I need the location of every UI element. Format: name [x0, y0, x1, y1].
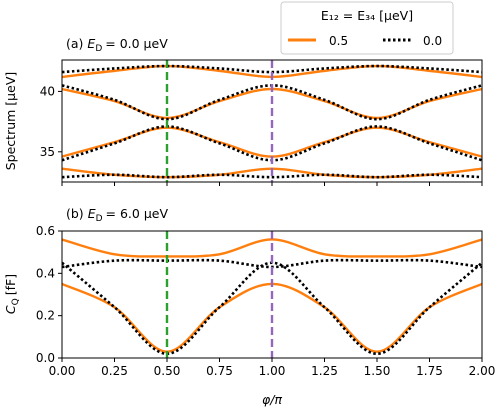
panel-b-plot-area — [62, 231, 482, 358]
panel-b-ytick-label-2: 0.4 — [36, 266, 55, 280]
panel-b-ytick-label-3: 0.6 — [36, 224, 55, 238]
panel-b-ylabel: CQ[fF] — [3, 274, 21, 314]
xtick-label-5: 1.25 — [311, 364, 338, 378]
xtick-label-3: 0.75 — [206, 364, 233, 378]
panel-a: 35 40 (a) ED = 0.0 μeV Spectrum [μeV] — [3, 36, 483, 186]
panel-a-y-ticks: 35 40 — [40, 84, 62, 159]
panel-a-series-e05-1 — [62, 126, 482, 158]
panel-b: 0.0 0.2 0.4 0.6 0.00 0.25 0.50 0.75 1.00 1.25 1.5… — [3, 206, 495, 407]
x-axis-label: φ/π — [262, 392, 282, 407]
panel-a-series-e00-4 — [62, 173, 482, 179]
panel-b-series-e05-0 — [62, 238, 482, 258]
xtick-label-6: 1.50 — [364, 364, 391, 378]
panel-a-ylabel: Spectrum [μeV] — [3, 72, 18, 171]
panel-a-x-ticks — [61, 182, 483, 186]
legend: E₁₂ = E₃₄ [μeV] 0.5 0.0 — [280, 1, 454, 55]
panel-b-ytick-label-0: 0.0 — [36, 351, 55, 365]
panel-a-ytick-label-0: 35 — [40, 145, 55, 159]
xtick-label-2: 0.50 — [154, 364, 181, 378]
panel-a-ytick-label-1: 40 — [40, 84, 55, 98]
xtick-label-7: 1.75 — [416, 364, 443, 378]
panel-a-series-group — [62, 60, 482, 182]
panel-b-ytick-label-1: 0.2 — [36, 309, 55, 323]
xtick-label-8: 2.00 — [469, 364, 496, 378]
panel-b-series-group — [62, 231, 482, 358]
panel-b-series-e00-2 — [62, 258, 482, 269]
panel-a-plot-area — [62, 60, 482, 182]
panel-a-series-e00-5 — [62, 125, 482, 162]
panel-b-label: (b) ED = 6.0 μeV — [66, 206, 168, 224]
legend-label-0.0: 0.0 — [423, 34, 442, 48]
panel-b-y-ticks: 0.0 0.2 0.4 0.6 — [36, 224, 62, 365]
xtick-label-1: 0.25 — [101, 364, 128, 378]
panel-b-x-ticks: 0.00 0.25 0.50 0.75 1.00 1.25 1.50 1.75 2.00 — [49, 358, 496, 378]
legend-title: E₁₂ = E₃₄ [μeV] — [321, 8, 413, 23]
legend-label-0.5: 0.5 — [329, 34, 348, 48]
xtick-label-0: 0.00 — [49, 364, 76, 378]
panel-a-label: (a) ED = 0.0 μeV — [66, 36, 168, 54]
xtick-label-4: 1.00 — [259, 364, 286, 378]
